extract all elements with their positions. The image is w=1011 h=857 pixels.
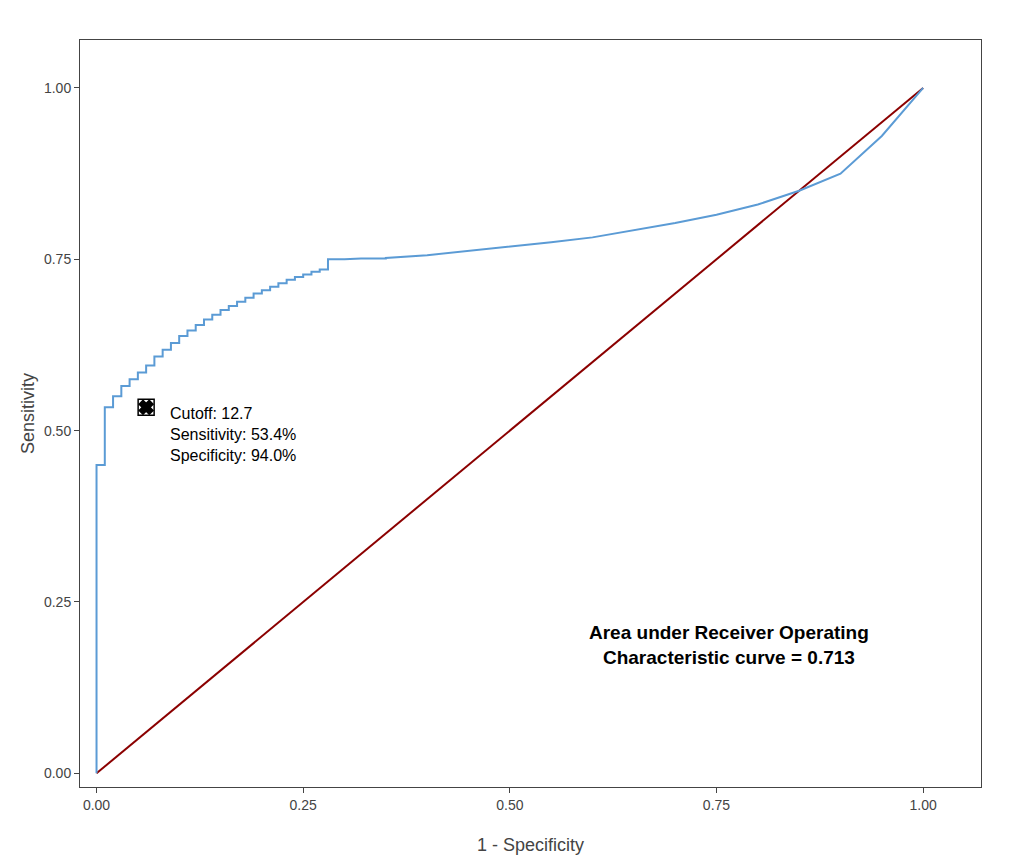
svg-text:1.00: 1.00 — [910, 797, 937, 813]
svg-text:Area under Receiver OperatingC: Area under Receiver OperatingCharacteris… — [589, 622, 869, 668]
svg-text:0.75: 0.75 — [703, 797, 730, 813]
svg-text:0.25: 0.25 — [290, 797, 317, 813]
svg-text:0.00: 0.00 — [44, 765, 71, 781]
svg-text:Cutoff: 12.7Sensitivity: 53.4%: Cutoff: 12.7Sensitivity: 53.4%Specificit… — [170, 405, 296, 464]
svg-text:Sensitivity: Sensitivity — [18, 373, 38, 454]
svg-text:0.75: 0.75 — [44, 251, 71, 267]
svg-text:1 - Specificity: 1 - Specificity — [477, 835, 584, 855]
svg-text:1.00: 1.00 — [44, 80, 71, 96]
svg-text:0.00: 0.00 — [83, 797, 110, 813]
svg-text:0.50: 0.50 — [44, 423, 71, 439]
svg-text:0.25: 0.25 — [44, 594, 71, 610]
svg-text:0.50: 0.50 — [496, 797, 523, 813]
